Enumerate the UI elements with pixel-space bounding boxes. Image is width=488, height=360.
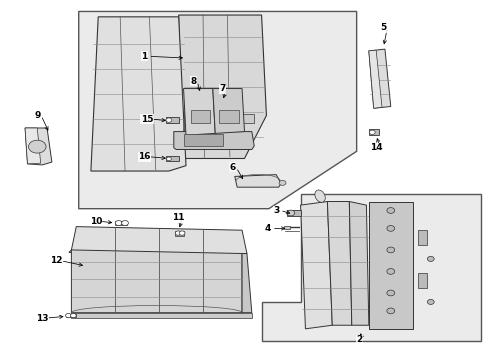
Text: 11: 11	[172, 213, 184, 222]
Text: 9: 9	[34, 111, 41, 120]
Polygon shape	[368, 49, 390, 108]
Circle shape	[427, 256, 433, 261]
Polygon shape	[69, 226, 246, 256]
Polygon shape	[300, 202, 331, 329]
Text: 13: 13	[36, 314, 48, 323]
Circle shape	[166, 157, 171, 161]
Polygon shape	[166, 117, 178, 123]
Text: 16: 16	[138, 152, 150, 161]
Circle shape	[386, 269, 394, 274]
Polygon shape	[242, 114, 254, 123]
Polygon shape	[190, 110, 210, 123]
Text: 10: 10	[89, 217, 102, 226]
Polygon shape	[284, 226, 289, 229]
Polygon shape	[65, 314, 76, 318]
Text: 14: 14	[369, 143, 382, 152]
Circle shape	[279, 180, 285, 185]
Polygon shape	[79, 12, 356, 209]
Ellipse shape	[314, 190, 325, 202]
Polygon shape	[327, 202, 351, 325]
Polygon shape	[242, 253, 251, 313]
Polygon shape	[183, 89, 215, 135]
Text: 3: 3	[272, 206, 279, 215]
Text: 4: 4	[264, 224, 270, 233]
Text: 7: 7	[219, 84, 225, 93]
Polygon shape	[91, 17, 185, 171]
Circle shape	[386, 308, 394, 314]
Polygon shape	[115, 221, 127, 225]
Circle shape	[179, 231, 184, 235]
Polygon shape	[25, 128, 41, 164]
Polygon shape	[368, 202, 412, 329]
Circle shape	[70, 314, 76, 318]
Circle shape	[122, 221, 128, 226]
Circle shape	[286, 210, 294, 216]
Polygon shape	[71, 313, 251, 318]
Polygon shape	[219, 110, 238, 123]
Polygon shape	[417, 230, 427, 244]
Circle shape	[427, 300, 433, 305]
Polygon shape	[178, 15, 266, 158]
Text: 15: 15	[141, 114, 153, 123]
Text: 12: 12	[50, 256, 63, 265]
Circle shape	[28, 140, 46, 153]
Circle shape	[386, 226, 394, 231]
Circle shape	[175, 231, 181, 235]
Text: 6: 6	[229, 163, 235, 172]
Polygon shape	[71, 250, 242, 313]
Polygon shape	[417, 273, 427, 288]
Polygon shape	[25, 128, 52, 165]
Circle shape	[368, 130, 374, 134]
Text: 2: 2	[355, 335, 362, 344]
Polygon shape	[261, 194, 480, 341]
Circle shape	[65, 314, 71, 318]
Polygon shape	[183, 134, 222, 146]
Polygon shape	[368, 50, 381, 108]
Polygon shape	[286, 211, 300, 216]
Polygon shape	[234, 175, 281, 187]
Circle shape	[386, 290, 394, 296]
Text: 5: 5	[380, 23, 386, 32]
Polygon shape	[368, 129, 378, 135]
Polygon shape	[173, 132, 254, 149]
Circle shape	[386, 247, 394, 253]
Circle shape	[165, 118, 171, 122]
Polygon shape	[166, 156, 178, 161]
Polygon shape	[175, 231, 183, 235]
Circle shape	[386, 208, 394, 213]
Polygon shape	[212, 89, 244, 134]
Circle shape	[115, 221, 122, 226]
Polygon shape	[348, 202, 368, 325]
Text: 1: 1	[141, 52, 147, 61]
Text: 8: 8	[190, 77, 196, 86]
